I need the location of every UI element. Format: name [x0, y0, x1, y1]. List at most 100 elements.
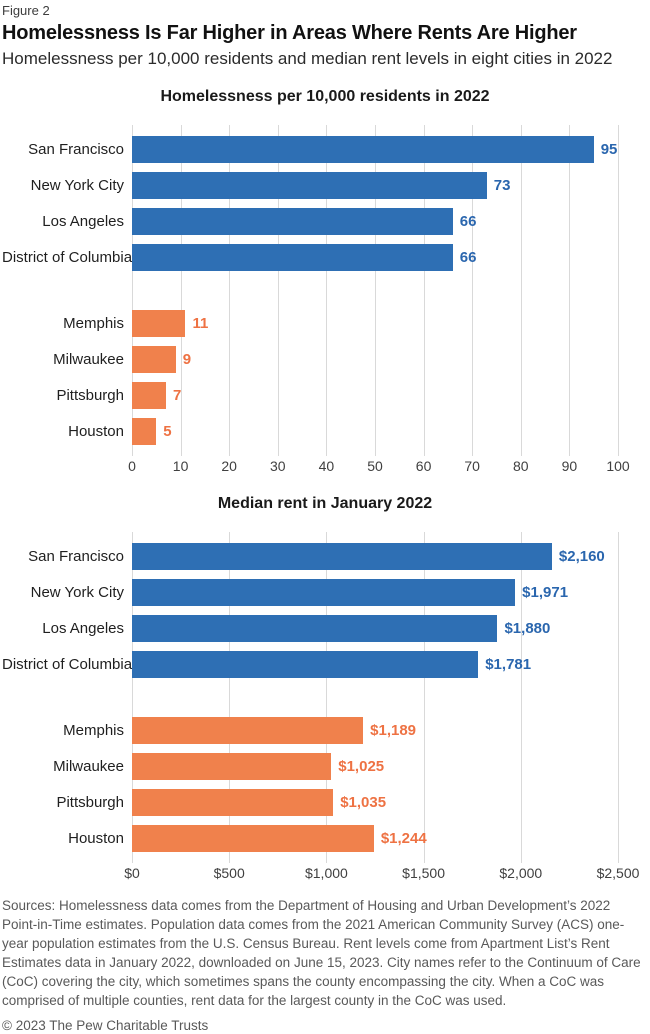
- bar-track: $2,160: [132, 542, 618, 570]
- bar-row: District of Columbia 66: [2, 239, 648, 275]
- bar-category-label: Milwaukee: [53, 350, 124, 368]
- gridline: [229, 532, 231, 863]
- bar-row: Milwaukee $1,025: [2, 748, 648, 784]
- bar: [132, 243, 453, 271]
- bar-value-label: $1,189: [370, 721, 417, 739]
- gridline: [132, 125, 133, 456]
- bar: [132, 207, 453, 235]
- bar-track: $1,035: [132, 788, 618, 816]
- bar-value-label: $2,160: [558, 547, 605, 565]
- bar-value-label: 66: [459, 248, 477, 266]
- bar-track: $1,971: [132, 578, 618, 606]
- gridline: [180, 125, 182, 456]
- x-axis-tick: 100: [606, 458, 630, 474]
- gridline: [423, 532, 425, 863]
- gridline: [326, 125, 328, 456]
- bar-value-label: 95: [600, 140, 618, 158]
- x-axis-tick: 50: [367, 458, 383, 474]
- bar-chart: Homelessness per 10,000 residents in 202…: [2, 88, 648, 477]
- bar-value-label: $1,880: [504, 619, 551, 637]
- bar-track: 7: [132, 381, 618, 409]
- bar-category-label: Milwaukee: [53, 757, 124, 775]
- bar-category-label: Los Angeles: [42, 212, 124, 230]
- bar-value-label: $1,025: [338, 757, 385, 775]
- bar-row: New York City $1,971: [2, 574, 648, 610]
- x-axis: 0 10 20 30 40 50 60 70 80 90 100: [128, 453, 630, 477]
- x-axis-tick: $2,500: [596, 865, 640, 881]
- gridline: [375, 125, 376, 456]
- bar-track: 9: [132, 345, 618, 373]
- bar: [132, 542, 552, 570]
- x-axis-tick: 10: [172, 458, 189, 474]
- bar-category-label: Memphis: [63, 314, 124, 332]
- group-gap: [2, 275, 648, 305]
- gridline: [618, 125, 619, 456]
- bar: [132, 578, 516, 606]
- bar-value-label: 73: [493, 176, 511, 194]
- gridline: [472, 125, 474, 456]
- bar-rows: San Francisco $2,160 New York City $1,971 Lo…: [2, 532, 648, 860]
- bar-value-label: $1,244: [380, 829, 427, 847]
- bar-track: 95: [132, 135, 618, 163]
- bar-track: 66: [132, 207, 618, 235]
- gridline: [277, 125, 279, 456]
- bar-row: District of Columbia $1,781: [2, 646, 648, 682]
- x-axis-tick: $1,500: [402, 865, 446, 881]
- x-axis-tick: 70: [464, 458, 480, 474]
- x-axis-tick: 80: [513, 458, 529, 474]
- bar-row: Memphis $1,189: [2, 712, 648, 748]
- x-axis-tick: 40: [318, 458, 335, 474]
- x-axis-tick: 30: [270, 458, 286, 474]
- x-axis-tick: $500: [213, 865, 245, 881]
- bar-category-label: Pittsburgh: [56, 793, 124, 811]
- bar-value-label: 9: [182, 350, 192, 368]
- bar-chart: Median rent in January 2022 San Francisco…: [2, 495, 648, 884]
- bar-value-label: 66: [459, 212, 477, 230]
- bar-row: Los Angeles 66: [2, 203, 648, 239]
- bar-row: Milwaukee 9: [2, 341, 648, 377]
- bar: [132, 417, 157, 445]
- bar-value-label: 7: [173, 386, 182, 404]
- bar-track: 5: [132, 417, 618, 445]
- bar: [132, 171, 487, 199]
- bar: [132, 788, 334, 816]
- bar-track: $1,781: [132, 650, 618, 678]
- bar-value-label: 11: [192, 314, 209, 332]
- bar: [132, 650, 479, 678]
- bar-track: $1,189: [132, 716, 618, 744]
- bar: [132, 614, 498, 642]
- bar-value-label: $1,781: [485, 655, 532, 673]
- gridlines: [132, 125, 619, 456]
- bar: [132, 135, 594, 163]
- bar: [132, 381, 167, 409]
- bar-row: New York City 73: [2, 167, 648, 203]
- gridline: [423, 125, 425, 456]
- bar-category-label: San Francisco: [28, 547, 124, 565]
- bar-value-label: $1,971: [522, 583, 569, 601]
- gridline: [326, 532, 328, 863]
- bar-category-label: Houston: [68, 422, 124, 440]
- x-axis-tick: $0: [124, 865, 140, 881]
- bar-row: Houston 5: [2, 413, 648, 449]
- bar: [132, 345, 176, 373]
- bar-value-label: 5: [163, 422, 172, 440]
- figure-title: Homelessness Is Far Higher in Areas Wher…: [2, 22, 577, 44]
- gridlines: [132, 532, 619, 863]
- bar-category-label: New York City: [30, 583, 124, 601]
- bar-row: Pittsburgh 7: [2, 377, 648, 413]
- bar-category-label: District of Columbia: [2, 655, 133, 673]
- sources-note: Sources: Homelessness data comes from th…: [2, 898, 641, 1008]
- x-axis-tick: $2,000: [499, 865, 543, 881]
- bar-row: Pittsburgh $1,035: [2, 784, 648, 820]
- bar-category-label: Pittsburgh: [56, 386, 124, 404]
- chart-title: Homelessness per 10,000 residents in 202…: [160, 88, 490, 105]
- bar-rows: San Francisco 95 New York City 73 Los Angele…: [2, 125, 648, 453]
- figure-subtitle: Homelessness per 10,000 residents and me…: [2, 49, 613, 68]
- x-axis-tick: 20: [221, 458, 237, 474]
- gridline: [229, 125, 231, 456]
- bar: [132, 716, 364, 744]
- x-axis: $0 $500 $1,000 $1,500 $2,000 $2,500: [124, 860, 639, 884]
- bar-row: Houston $1,244: [2, 820, 648, 856]
- bar: [132, 309, 186, 337]
- bar: [132, 824, 374, 852]
